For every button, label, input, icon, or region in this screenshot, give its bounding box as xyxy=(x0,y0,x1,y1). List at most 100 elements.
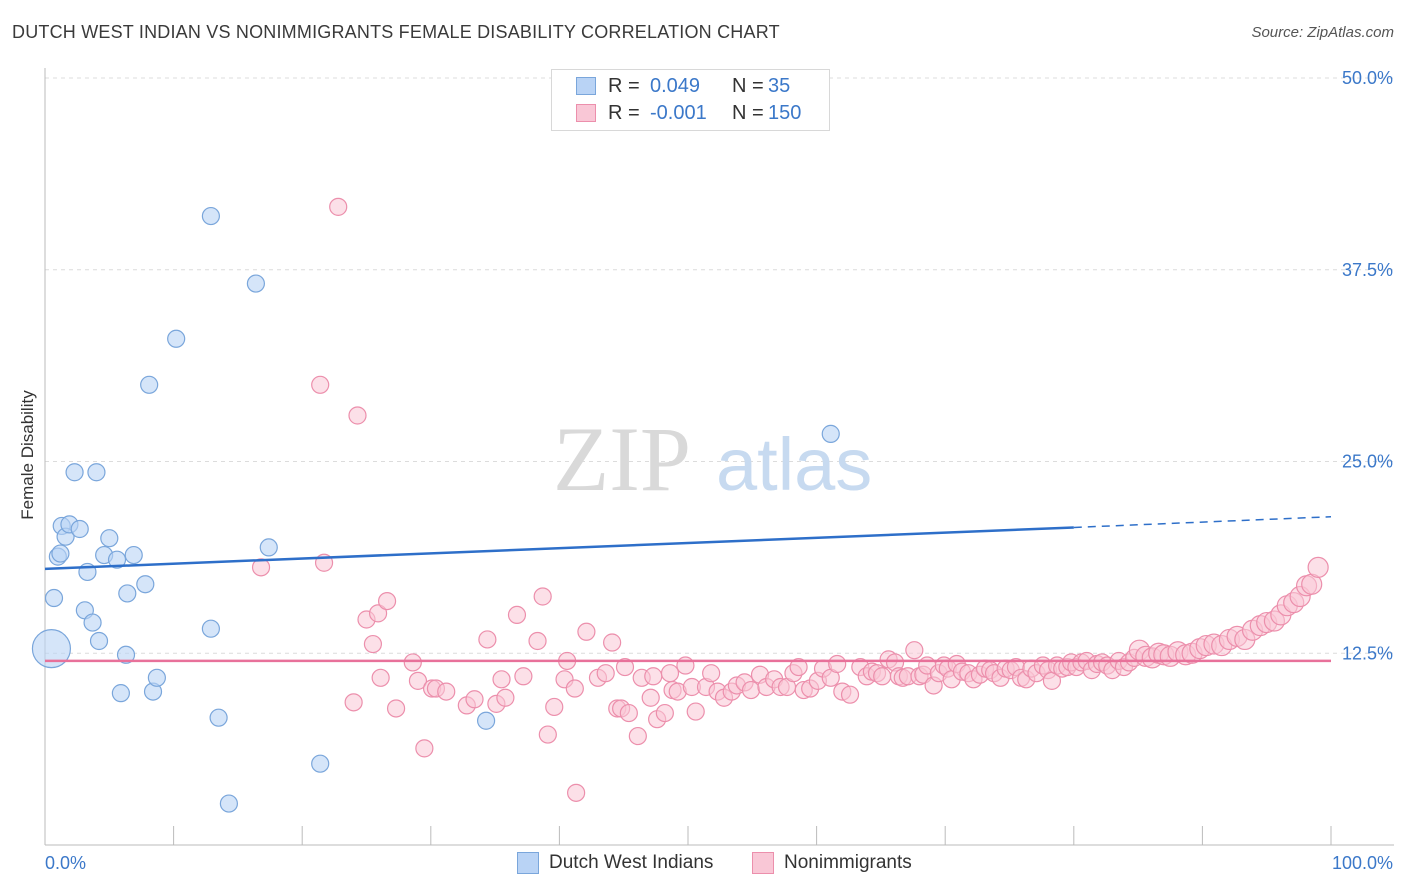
n-value: 150 xyxy=(768,101,802,124)
nonimmigrants-point xyxy=(377,591,397,611)
dutch-west-indians-point xyxy=(201,206,220,226)
n-label: N = xyxy=(732,74,764,97)
dutch-west-indians-point xyxy=(821,424,840,443)
nonimmigrants-point xyxy=(789,657,808,677)
watermark-zip: ZIP xyxy=(553,408,691,510)
nonimmigrants-point xyxy=(329,197,348,216)
nonimmigrants-point xyxy=(741,680,761,700)
nonimmigrants-points xyxy=(251,197,1329,802)
nonimmigrants-point xyxy=(403,653,422,672)
nonimmigrants-point xyxy=(660,664,680,683)
nonimmigrants-point xyxy=(603,633,622,652)
legend-swatch-blue xyxy=(517,852,539,874)
nonimmigrants-point xyxy=(873,667,892,686)
dutch-west-indians-points xyxy=(31,206,840,813)
nonimmigrants-point xyxy=(514,667,533,686)
trend-lines xyxy=(44,515,1332,663)
nonimmigrants-point xyxy=(567,783,586,802)
x-tick-label: 100.0% xyxy=(1332,853,1393,873)
nonimmigrants-point xyxy=(686,702,705,721)
nonimmigrants-point xyxy=(644,667,663,686)
nonimmigrants-point xyxy=(676,656,695,675)
nonimmigrants-point xyxy=(905,641,924,660)
nonimmigrants-point xyxy=(478,630,497,649)
chart-legend: Dutch West Indians Nonimmigrants xyxy=(0,852,1406,878)
nonimmigrants-point xyxy=(538,725,557,744)
nonimmigrants-point xyxy=(628,726,647,746)
chart-title: DUTCH WEST INDIAN VS NONIMMIGRANTS FEMAL… xyxy=(12,22,780,42)
watermark: ZIP atlas xyxy=(553,408,872,510)
dutch-west-indians-point xyxy=(476,711,496,730)
nonimmigrants-point xyxy=(615,657,635,677)
source-credit: Source: ZipAtlas.com xyxy=(1251,24,1394,41)
dutch-west-indians-point xyxy=(219,794,238,813)
legend-item-dutch-west-indians[interactable]: Dutch West Indians xyxy=(517,852,713,874)
dutch-west-indians-point xyxy=(246,274,266,293)
dutch-west-indians-point xyxy=(31,629,72,669)
nonimmigrants-point xyxy=(828,654,847,674)
dutch-west-indians-point xyxy=(70,519,89,539)
nonimmigrants-point xyxy=(507,605,527,625)
r-label: R = xyxy=(608,74,640,97)
nonimmigrants-point xyxy=(465,690,484,709)
dutch-west-indians-point xyxy=(100,529,119,548)
dutch-west-indians-point xyxy=(209,708,228,727)
y-tick-label: 50.0% xyxy=(1342,68,1393,88)
n-value: 35 xyxy=(768,74,791,97)
nonimmigrants-point xyxy=(492,670,511,689)
nonimmigrants-point xyxy=(577,622,596,641)
nonimmigrants-point xyxy=(386,699,406,718)
nonimmigrants-point xyxy=(311,375,330,394)
n-label: N = xyxy=(732,101,764,124)
watermark-atlas: atlas xyxy=(716,423,872,506)
nonimmigrants-point xyxy=(344,693,363,712)
stats-box: R = 0.049 N = 35 R = -0.001 N = 150 xyxy=(551,69,830,131)
nonimmigrants-point xyxy=(596,664,615,683)
r-value: 0.049 xyxy=(650,74,701,97)
nonimmigrants-point xyxy=(619,703,638,723)
grid-layer xyxy=(45,77,1394,654)
dutch-west-indians-point xyxy=(201,619,220,638)
dutch-west-indians-trend-extension xyxy=(1073,515,1332,529)
dutch-west-indians-point xyxy=(65,463,84,482)
nonimmigrants-point xyxy=(348,406,367,425)
axis-layer xyxy=(44,68,1394,846)
legend-label: Dutch West Indians xyxy=(549,852,714,873)
dutch-west-indians-point xyxy=(118,584,137,603)
nonimmigrants-point xyxy=(702,664,721,683)
dutch-west-indians-point xyxy=(89,631,109,651)
r-label: R = xyxy=(608,101,640,124)
dutch-west-indians-trend-line xyxy=(44,526,1074,571)
nonimmigrants-point xyxy=(641,688,660,707)
dutch-west-indians-point xyxy=(107,550,127,569)
nonimmigrants-point xyxy=(545,697,564,717)
dutch-west-indians-point xyxy=(311,754,330,773)
dutch-west-indians-point xyxy=(167,329,186,348)
nonimmigrants-point xyxy=(437,682,456,701)
nonimmigrants-point xyxy=(408,671,428,690)
dutch-west-indians-point xyxy=(83,613,102,632)
y-tick-label: 12.5% xyxy=(1342,643,1393,663)
stats-swatch-pink xyxy=(576,104,596,122)
stats-swatch-blue xyxy=(576,77,596,95)
dutch-west-indians-point xyxy=(147,668,166,687)
nonimmigrants-point xyxy=(565,679,584,698)
stats-row-nonimmigrants: R = -0.001 N = 150 xyxy=(552,101,808,125)
dutch-west-indians-point xyxy=(124,545,143,565)
nonimmigrants-point xyxy=(363,634,383,654)
tick-labels: 12.5% 25.0% 37.5% 50.0% 0.0% 100.0% xyxy=(45,68,1393,873)
nonimmigrants-point xyxy=(655,703,674,723)
dutch-west-indians-point xyxy=(87,463,106,482)
x-tick-label: 0.0% xyxy=(45,853,86,873)
stats-row-dutch-west-indians: R = 0.049 N = 35 xyxy=(552,74,808,98)
y-tick-label: 25.0% xyxy=(1342,452,1393,472)
legend-swatch-pink xyxy=(752,852,774,874)
dutch-west-indians-point xyxy=(116,645,136,664)
legend-item-nonimmigrants[interactable]: Nonimmigrants xyxy=(752,852,912,874)
dutch-west-indians-point xyxy=(51,544,70,563)
dutch-west-indians-point xyxy=(111,684,130,703)
nonimmigrants-point xyxy=(533,587,552,606)
dutch-west-indians-point xyxy=(44,588,64,608)
dutch-west-indians-point xyxy=(136,575,155,594)
